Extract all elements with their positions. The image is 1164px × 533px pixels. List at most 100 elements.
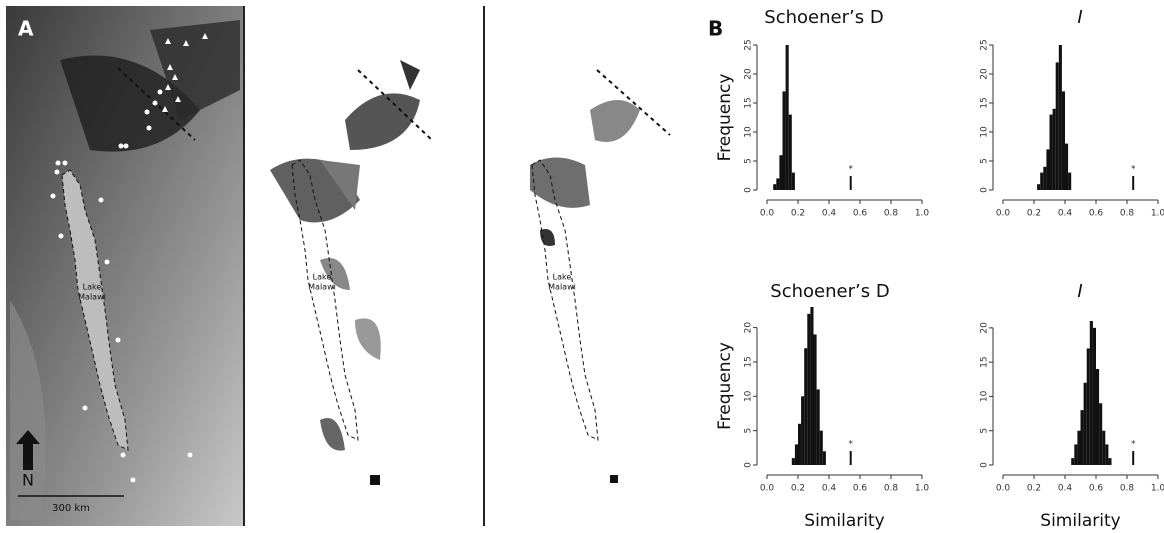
lake-label: Malawi [308,283,336,292]
chart-title: Schoener’s D [764,7,883,28]
bar [1089,321,1093,465]
bar [1080,410,1084,465]
observed-label: * [848,440,853,450]
bar [791,458,795,465]
bar [1052,108,1056,190]
bar [1086,348,1090,465]
lake-label: Lake [313,273,332,282]
y-tick-label: 15 [980,97,990,108]
bar [801,396,805,465]
x-tick-label: 0.4 [822,209,837,219]
x-tick-label: 1.0 [1151,209,1164,219]
observed-label: * [1131,440,1136,450]
y-tick-label: 20 [980,322,990,334]
lake-fill [62,170,128,450]
dark-region [150,20,240,120]
bar [794,444,798,465]
bar [1071,458,1075,465]
x-tick-label: 0.6 [853,209,868,219]
x-tick-label: 1.0 [915,209,930,219]
x-tick-label: 0.6 [1089,484,1104,494]
observed-label: * [848,165,853,175]
bar [1108,458,1112,465]
y-tick-label: 10 [980,390,990,402]
y-tick-label: 15 [744,356,754,367]
x-tick-label: 0.2 [791,484,805,494]
bar [1102,430,1106,465]
bar [1055,62,1059,190]
y-axis-label: Frequency [715,74,735,162]
x-tick-label: 0.0 [996,484,1011,494]
x-tick-label: 0.8 [884,484,899,494]
y-tick-label: 5 [744,428,754,434]
y-tick-label: 10 [744,126,754,138]
bar [1105,444,1109,465]
x-tick-label: 0.8 [1120,484,1135,494]
y-tick-label: 0 [980,187,990,193]
observed-label: * [1131,165,1136,175]
scale-label: 300 km [52,503,90,514]
y-tick-label: 20 [744,322,754,334]
bar [816,389,820,465]
bar [1092,327,1096,465]
x-tick-label: 0.6 [1089,209,1104,219]
chart-title: Schoener’s D [770,281,889,302]
y-tick-label: 20 [980,68,990,80]
model-map [270,60,433,485]
chart-title: I [1077,7,1082,28]
y-tick-label: 15 [980,356,990,367]
lake-label: Lake [83,283,102,292]
x-axis-label: Similarity [804,511,884,531]
x-tick-label: 0.4 [1058,209,1073,219]
x-tick-label: 0.0 [760,484,775,494]
x-tick-label: 0.2 [1027,484,1041,494]
bar [804,348,808,465]
bar [807,313,811,465]
y-tick-label: 5 [744,158,754,164]
dark-region [60,55,200,152]
bar [1083,382,1087,465]
bar [810,307,814,465]
bar [791,172,795,190]
panel-label: B [708,17,723,41]
y-tick-label: 0 [744,462,754,468]
transect [117,67,196,141]
north-label: N [22,471,34,490]
y-tick-label: 25 [744,39,754,50]
x-tick-label: 0.8 [884,209,899,219]
panel-label: A [18,17,34,41]
y-tick-label: 0 [744,187,754,193]
y-axis-label: Frequency [715,342,735,430]
bar [819,430,823,465]
bar [1058,45,1062,190]
bar [779,155,783,190]
x-tick-label: 0.8 [1120,209,1135,219]
bar [1099,403,1103,465]
bar [798,423,802,465]
y-tick-label: 10 [744,390,754,402]
lake-label: Malawi [78,293,106,302]
y-tick-label: 25 [980,39,990,50]
bar [776,178,780,190]
x-axis-label: Similarity [1040,511,1120,531]
relief [10,300,46,520]
x-tick-label: 0.2 [1027,209,1041,219]
bar [1074,444,1078,465]
bar [1065,143,1069,190]
bar [1040,172,1044,190]
x-tick-label: 0.6 [853,484,868,494]
bar [1061,91,1065,190]
x-tick-label: 0.4 [1058,484,1073,494]
bar [1077,430,1081,465]
bar [1037,184,1041,190]
x-tick-label: 0.0 [996,209,1011,219]
bar [1046,149,1050,190]
y-tick-label: 0 [980,462,990,468]
bar [782,91,786,190]
y-tick-label: 5 [980,158,990,164]
x-tick-label: 0.0 [760,209,775,219]
bar [1068,172,1072,190]
bar [1043,166,1047,190]
bar [1049,114,1053,190]
bar [822,451,826,465]
